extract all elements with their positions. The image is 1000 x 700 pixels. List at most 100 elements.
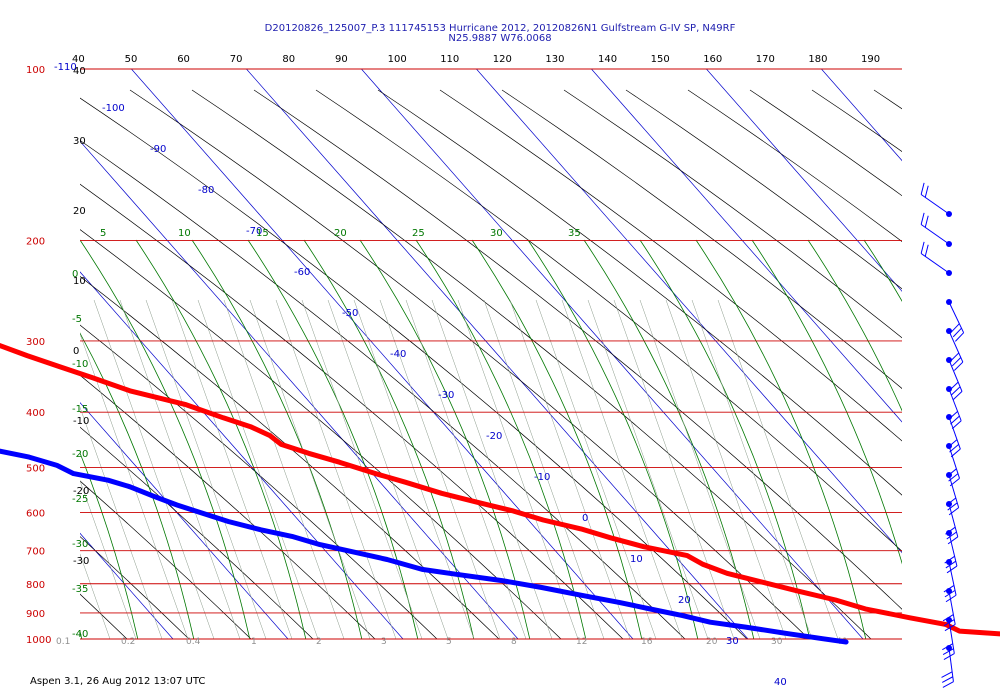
wind-barb <box>920 182 952 217</box>
mixing-ratio-line <box>509 299 631 639</box>
dry-adiabat-line <box>873 89 902 110</box>
moist-left-label: -20 <box>72 449 88 460</box>
theta-top-label: 130 <box>545 54 564 65</box>
mixing-ratio-line <box>80 480 137 639</box>
wind-barb-feather <box>953 361 964 371</box>
pressure-tick-400: 400 <box>26 408 45 419</box>
wind-barb-staff <box>920 194 950 215</box>
wind-barb-staff <box>948 532 958 567</box>
dry-adiabat-line <box>80 536 190 639</box>
moist-adiabat-line <box>415 239 587 639</box>
theta-e-label: 20 <box>334 228 347 239</box>
mixing-ratio-line <box>275 299 397 639</box>
mixing-ratio-line <box>665 299 787 639</box>
isotherm-label: -80 <box>198 185 214 196</box>
mixing-ratio-line <box>691 299 813 639</box>
dry-adiabat-line <box>80 426 314 639</box>
theta-top-label: 110 <box>440 54 459 65</box>
grid-lines <box>80 69 902 639</box>
moist-left-label: -30 <box>72 539 88 550</box>
isotherm-label: 0 <box>582 513 588 524</box>
wind-barb-feather <box>951 420 962 430</box>
theta-e-label: 10 <box>178 228 191 239</box>
wind-barb-staff <box>948 619 955 654</box>
dry-adiabat-line <box>80 183 624 639</box>
temperature-trace <box>0 342 1000 637</box>
mixing-ratio-label: 0.1 <box>56 637 70 647</box>
pressure-tick-700: 700 <box>26 547 45 558</box>
dry-adiabat-line <box>191 89 872 639</box>
mixing-ratio-line <box>431 299 553 639</box>
dry-adiabat-line <box>377 89 902 496</box>
moist-adiabat-line <box>751 239 902 565</box>
theta-top-label: 160 <box>703 54 722 65</box>
isotherm-label: -70 <box>246 226 262 237</box>
wind-barb-feather <box>946 531 957 540</box>
dry-adiabat-left-label: 40 <box>73 66 86 77</box>
mixing-ratio-label: 1 <box>251 637 257 647</box>
moist-adiabat-line <box>303 239 475 639</box>
wind-barb-feather <box>951 386 961 396</box>
dewpoint-trace <box>0 448 849 645</box>
dry-adiabat-left-label: 30 <box>73 136 86 147</box>
moist-adiabat-line <box>863 239 902 302</box>
footer-caption: Aspen 3.1, 26 Aug 2012 13:07 UTC <box>30 676 206 687</box>
moist-adiabat-line <box>247 239 419 639</box>
mixing-ratio-label: 0.2 <box>121 637 135 647</box>
wind-barb-staff <box>948 647 954 682</box>
mixing-ratio-label: 16 <box>641 637 653 647</box>
isotherm-line <box>821 69 902 162</box>
isotherm-label: -30 <box>438 390 454 401</box>
dry-adiabat-line <box>80 480 252 639</box>
pressure-tick-800: 800 <box>26 580 45 591</box>
wind-barb-staff <box>948 590 956 625</box>
theta-top-label: 50 <box>125 54 138 65</box>
isotherm-label: 30 <box>726 636 739 647</box>
isotherm-label: -110 <box>54 62 77 73</box>
wind-barb-feather <box>948 507 959 516</box>
wind-barb-feather <box>950 448 961 458</box>
mixing-ratio-line <box>171 299 293 639</box>
moist-adiabat-line <box>80 332 195 639</box>
chart-title: D20120826_125007_P.3 111745153 Hurricane… <box>264 23 736 34</box>
isotherm-label: 20 <box>678 595 691 606</box>
wind-barb-feather <box>920 212 925 225</box>
isotherm-line <box>80 271 404 639</box>
theta-e-label: 25 <box>412 228 425 239</box>
moist-left-label: -15 <box>72 404 88 415</box>
theta-top-label: 180 <box>808 54 827 65</box>
theta-top-label: 90 <box>335 54 348 65</box>
dry-adiabat-line <box>80 139 686 639</box>
mixing-ratio-line <box>379 299 501 639</box>
moist-adiabat-line <box>807 239 902 412</box>
wind-barb <box>946 386 962 430</box>
isotherm-line <box>80 402 289 639</box>
mixing-ratio-line <box>93 299 215 639</box>
wind-barb-staff <box>948 359 963 392</box>
dry-adiabat-line <box>80 229 562 639</box>
wind-barb-feather <box>942 648 954 656</box>
theta-top-label: 170 <box>756 54 775 65</box>
wind-barb-staff <box>948 445 960 479</box>
mixing-ratio-line <box>535 299 657 639</box>
wind-barb-feather <box>924 244 929 257</box>
wind-barb <box>945 501 959 545</box>
wind-barb <box>946 414 961 458</box>
isotherm-line <box>80 532 174 639</box>
mixing-ratio-label: 2 <box>316 637 322 647</box>
wind-barb-feather <box>941 676 954 683</box>
dry-adiabat-line <box>253 89 902 610</box>
pressure-tick-100: 100 <box>26 65 45 76</box>
isotherm-label: -10 <box>534 472 550 483</box>
wind-barb-staff <box>948 416 961 450</box>
moist-adiabat-line <box>639 239 811 639</box>
pressure-tick-1000: 1000 <box>26 635 51 646</box>
mixing-ratio-line <box>80 553 111 639</box>
dry-adiabat-left-label: -20 <box>73 486 89 497</box>
wind-barb-staff <box>948 474 960 508</box>
moist-left-label: -10 <box>72 359 88 370</box>
mixing-ratio-label: 30 <box>771 637 783 647</box>
wind-barb-feather <box>924 215 929 228</box>
mixing-ratio-line <box>483 299 605 639</box>
